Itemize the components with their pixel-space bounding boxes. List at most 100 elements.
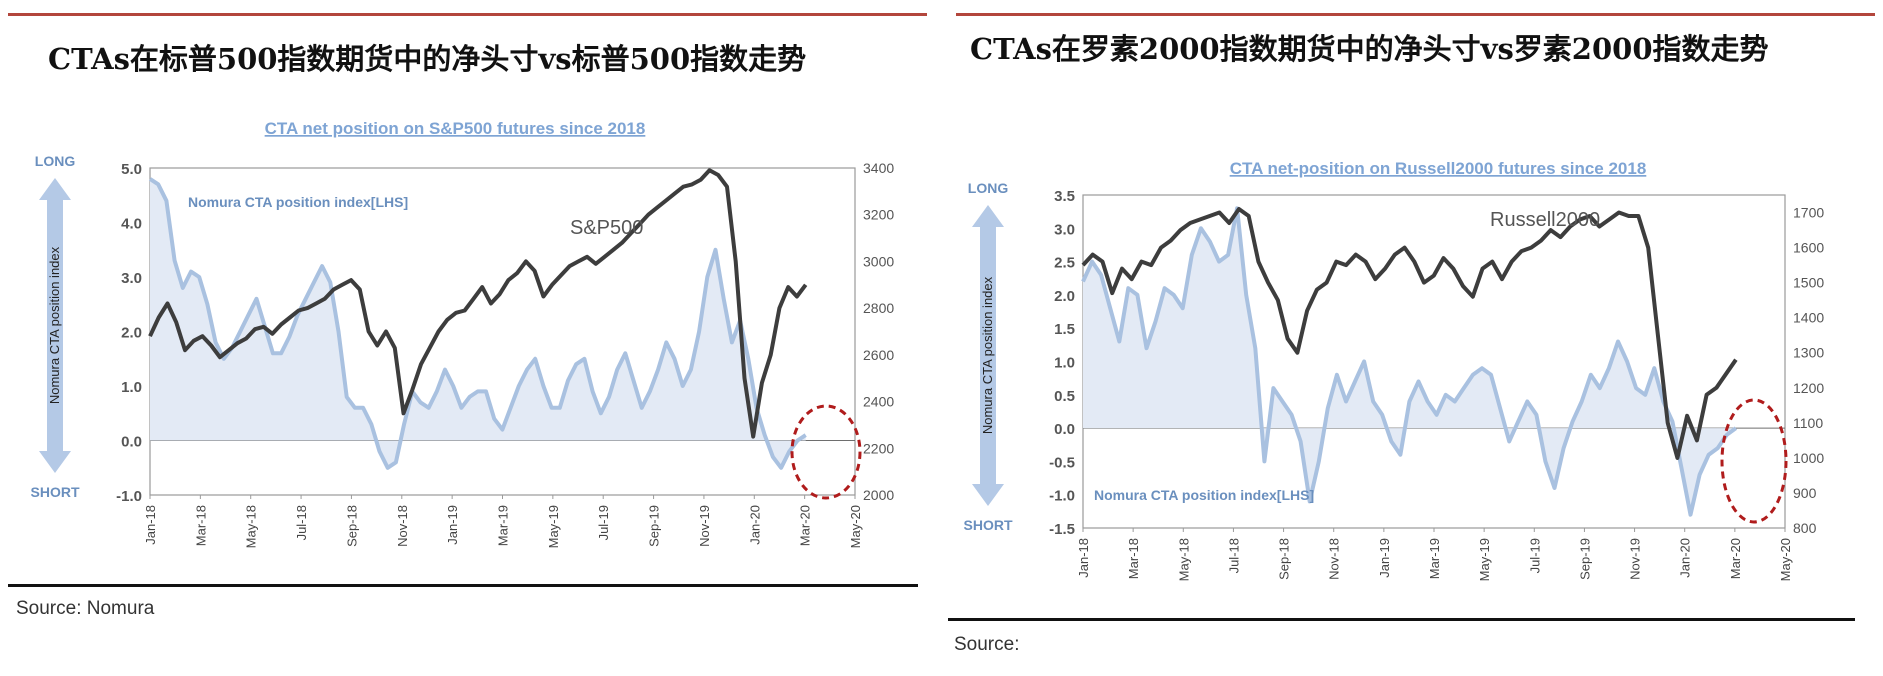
x-tick-label: Jan-20	[747, 505, 762, 545]
x-tick-label: Jul-18	[1226, 538, 1241, 573]
right-tick-label: 2600	[863, 347, 894, 363]
x-tick-label: May-19	[546, 505, 561, 548]
x-tick-label: Mar-18	[193, 505, 208, 546]
cta-area-fill	[1083, 208, 1736, 515]
right-tick-label: 1700	[1793, 205, 1824, 221]
x-tick-label: Mar-18	[1126, 538, 1141, 579]
highlight-ellipse	[1720, 398, 1788, 524]
right-tick-label: 800	[1793, 520, 1817, 536]
bottom-divider	[948, 618, 1855, 621]
left-tick-label: 2.0	[121, 325, 142, 342]
left-tick-label: 0.0	[121, 434, 142, 451]
highlight-ellipse	[790, 404, 862, 500]
top-divider	[956, 13, 1875, 16]
x-tick-label: Mar-19	[496, 505, 511, 546]
source-note: Source:	[954, 634, 1020, 655]
left-tick-label: -1.0	[116, 488, 142, 505]
left-tick-label: 2.0	[1054, 288, 1075, 305]
x-tick-label: May-20	[1778, 538, 1793, 581]
left-axis-label: Nomura CTA position index	[980, 276, 995, 434]
right-tick-label: 3400	[863, 160, 894, 176]
cta-area-fill	[150, 178, 806, 468]
sp500-chart: CTA net position on S&P500 futures since…	[31, 119, 895, 548]
source-note: Source: Nomura	[16, 598, 155, 619]
x-tick-label: Jul-18	[294, 505, 309, 540]
lhs-series-label: Nomura CTA position index[LHS]	[188, 194, 408, 210]
index-price-line	[1081, 207, 1738, 460]
chart-title: CTA net-position on Russell2000 futures …	[1230, 159, 1647, 178]
left-tick-label: 1.0	[1054, 355, 1075, 372]
x-tick-label: Jan-18	[143, 505, 158, 545]
x-tick-label: Nov-18	[1327, 538, 1342, 580]
right-chart-panel: CTAs在罗素2000指数期货中的净头寸vs罗素2000指数走势 CTA net…	[948, 0, 1883, 676]
x-tick-label: Nov-19	[697, 505, 712, 547]
left-tick-label: 3.0	[121, 270, 142, 287]
x-tick-label: Jan-19	[1377, 538, 1392, 578]
x-tick-label: Mar-20	[798, 505, 813, 546]
x-tick-label: Nov-19	[1628, 538, 1643, 580]
x-tick-label: Sep-19	[1577, 538, 1592, 580]
left-tick-label: 5.0	[121, 161, 142, 178]
left-tick-label: 1.0	[121, 379, 142, 396]
x-tick-label: Mar-20	[1728, 538, 1743, 579]
left-tick-label: -1.5	[1049, 521, 1075, 538]
left-tick-label: -0.5	[1049, 454, 1075, 471]
x-tick-label: Jul-19	[1527, 538, 1542, 573]
short-label: SHORT	[31, 484, 80, 500]
left-tick-label: 0.5	[1054, 388, 1075, 405]
right-tick-label: 1400	[1793, 310, 1824, 326]
russell2000-chart: CTA net-position on Russell2000 futures …	[964, 159, 1825, 581]
x-tick-label: Jan-18	[1076, 538, 1091, 578]
x-tick-label: Jan-20	[1678, 538, 1693, 578]
chart-title: CTA net position on S&P500 futures since…	[265, 119, 646, 138]
rhs-series-label: S&P500	[570, 217, 643, 239]
long-short-arrow	[972, 205, 1004, 506]
short-label: SHORT	[964, 517, 1013, 533]
x-tick-label: May-20	[848, 505, 863, 548]
x-tick-label: Sep-19	[647, 505, 662, 547]
left-tick-label: 2.5	[1054, 255, 1075, 272]
right-tick-label: 2400	[863, 394, 894, 410]
x-tick-label: May-19	[1477, 538, 1492, 581]
right-tick-label: 3000	[863, 253, 894, 269]
left-tick-label: 3.5	[1054, 188, 1075, 205]
top-divider	[8, 13, 927, 16]
x-tick-label: Jul-19	[596, 505, 611, 540]
x-tick-label: Nov-18	[395, 505, 410, 547]
chart-heading: CTAs在标普500指数期货中的净头寸vs标普500指数走势	[48, 42, 807, 76]
x-tick-label: Jan-19	[445, 505, 460, 545]
lhs-series-label: Nomura CTA position index[LHS]	[1094, 487, 1314, 503]
index-price-line	[148, 168, 808, 439]
long-label: LONG	[968, 180, 1009, 196]
x-tick-label: Sep-18	[344, 505, 359, 547]
right-tick-label: 1200	[1793, 380, 1824, 396]
right-tick-label: 2000	[863, 487, 894, 503]
long-label: LONG	[35, 153, 76, 169]
left-tick-label: 1.5	[1054, 321, 1075, 338]
right-tick-label: 3200	[863, 207, 894, 223]
left-axis-label: Nomura CTA position index	[47, 246, 62, 404]
right-tick-label: 2200	[863, 440, 894, 456]
left-chart-panel: CTAs在标普500指数期货中的净头寸vs标普500指数走势 CTA net p…	[0, 0, 935, 676]
left-tick-label: 3.0	[1054, 221, 1075, 238]
x-tick-label: Sep-18	[1277, 538, 1292, 580]
right-tick-label: 2800	[863, 300, 894, 316]
right-tick-label: 1500	[1793, 275, 1824, 291]
left-tick-label: -1.0	[1049, 488, 1075, 505]
chart-heading: CTAs在罗素2000指数期货中的净头寸vs罗素2000指数走势	[970, 32, 1769, 66]
right-tick-label: 1100	[1793, 415, 1823, 431]
long-short-arrow	[39, 178, 71, 473]
x-tick-label: Mar-19	[1427, 538, 1442, 579]
right-tick-label: 900	[1793, 485, 1817, 501]
left-tick-label: 4.0	[121, 216, 142, 233]
right-tick-label: 1000	[1793, 450, 1824, 466]
x-tick-label: May-18	[1176, 538, 1191, 581]
left-tick-label: 0.0	[1054, 421, 1075, 438]
bottom-divider	[8, 584, 918, 587]
x-tick-label: May-18	[244, 505, 259, 548]
cta-position-line	[148, 177, 807, 470]
right-tick-label: 1300	[1793, 345, 1824, 361]
rhs-series-label: Russell2000	[1490, 209, 1600, 231]
cta-position-line	[1081, 206, 1738, 517]
right-tick-label: 1600	[1793, 240, 1824, 256]
